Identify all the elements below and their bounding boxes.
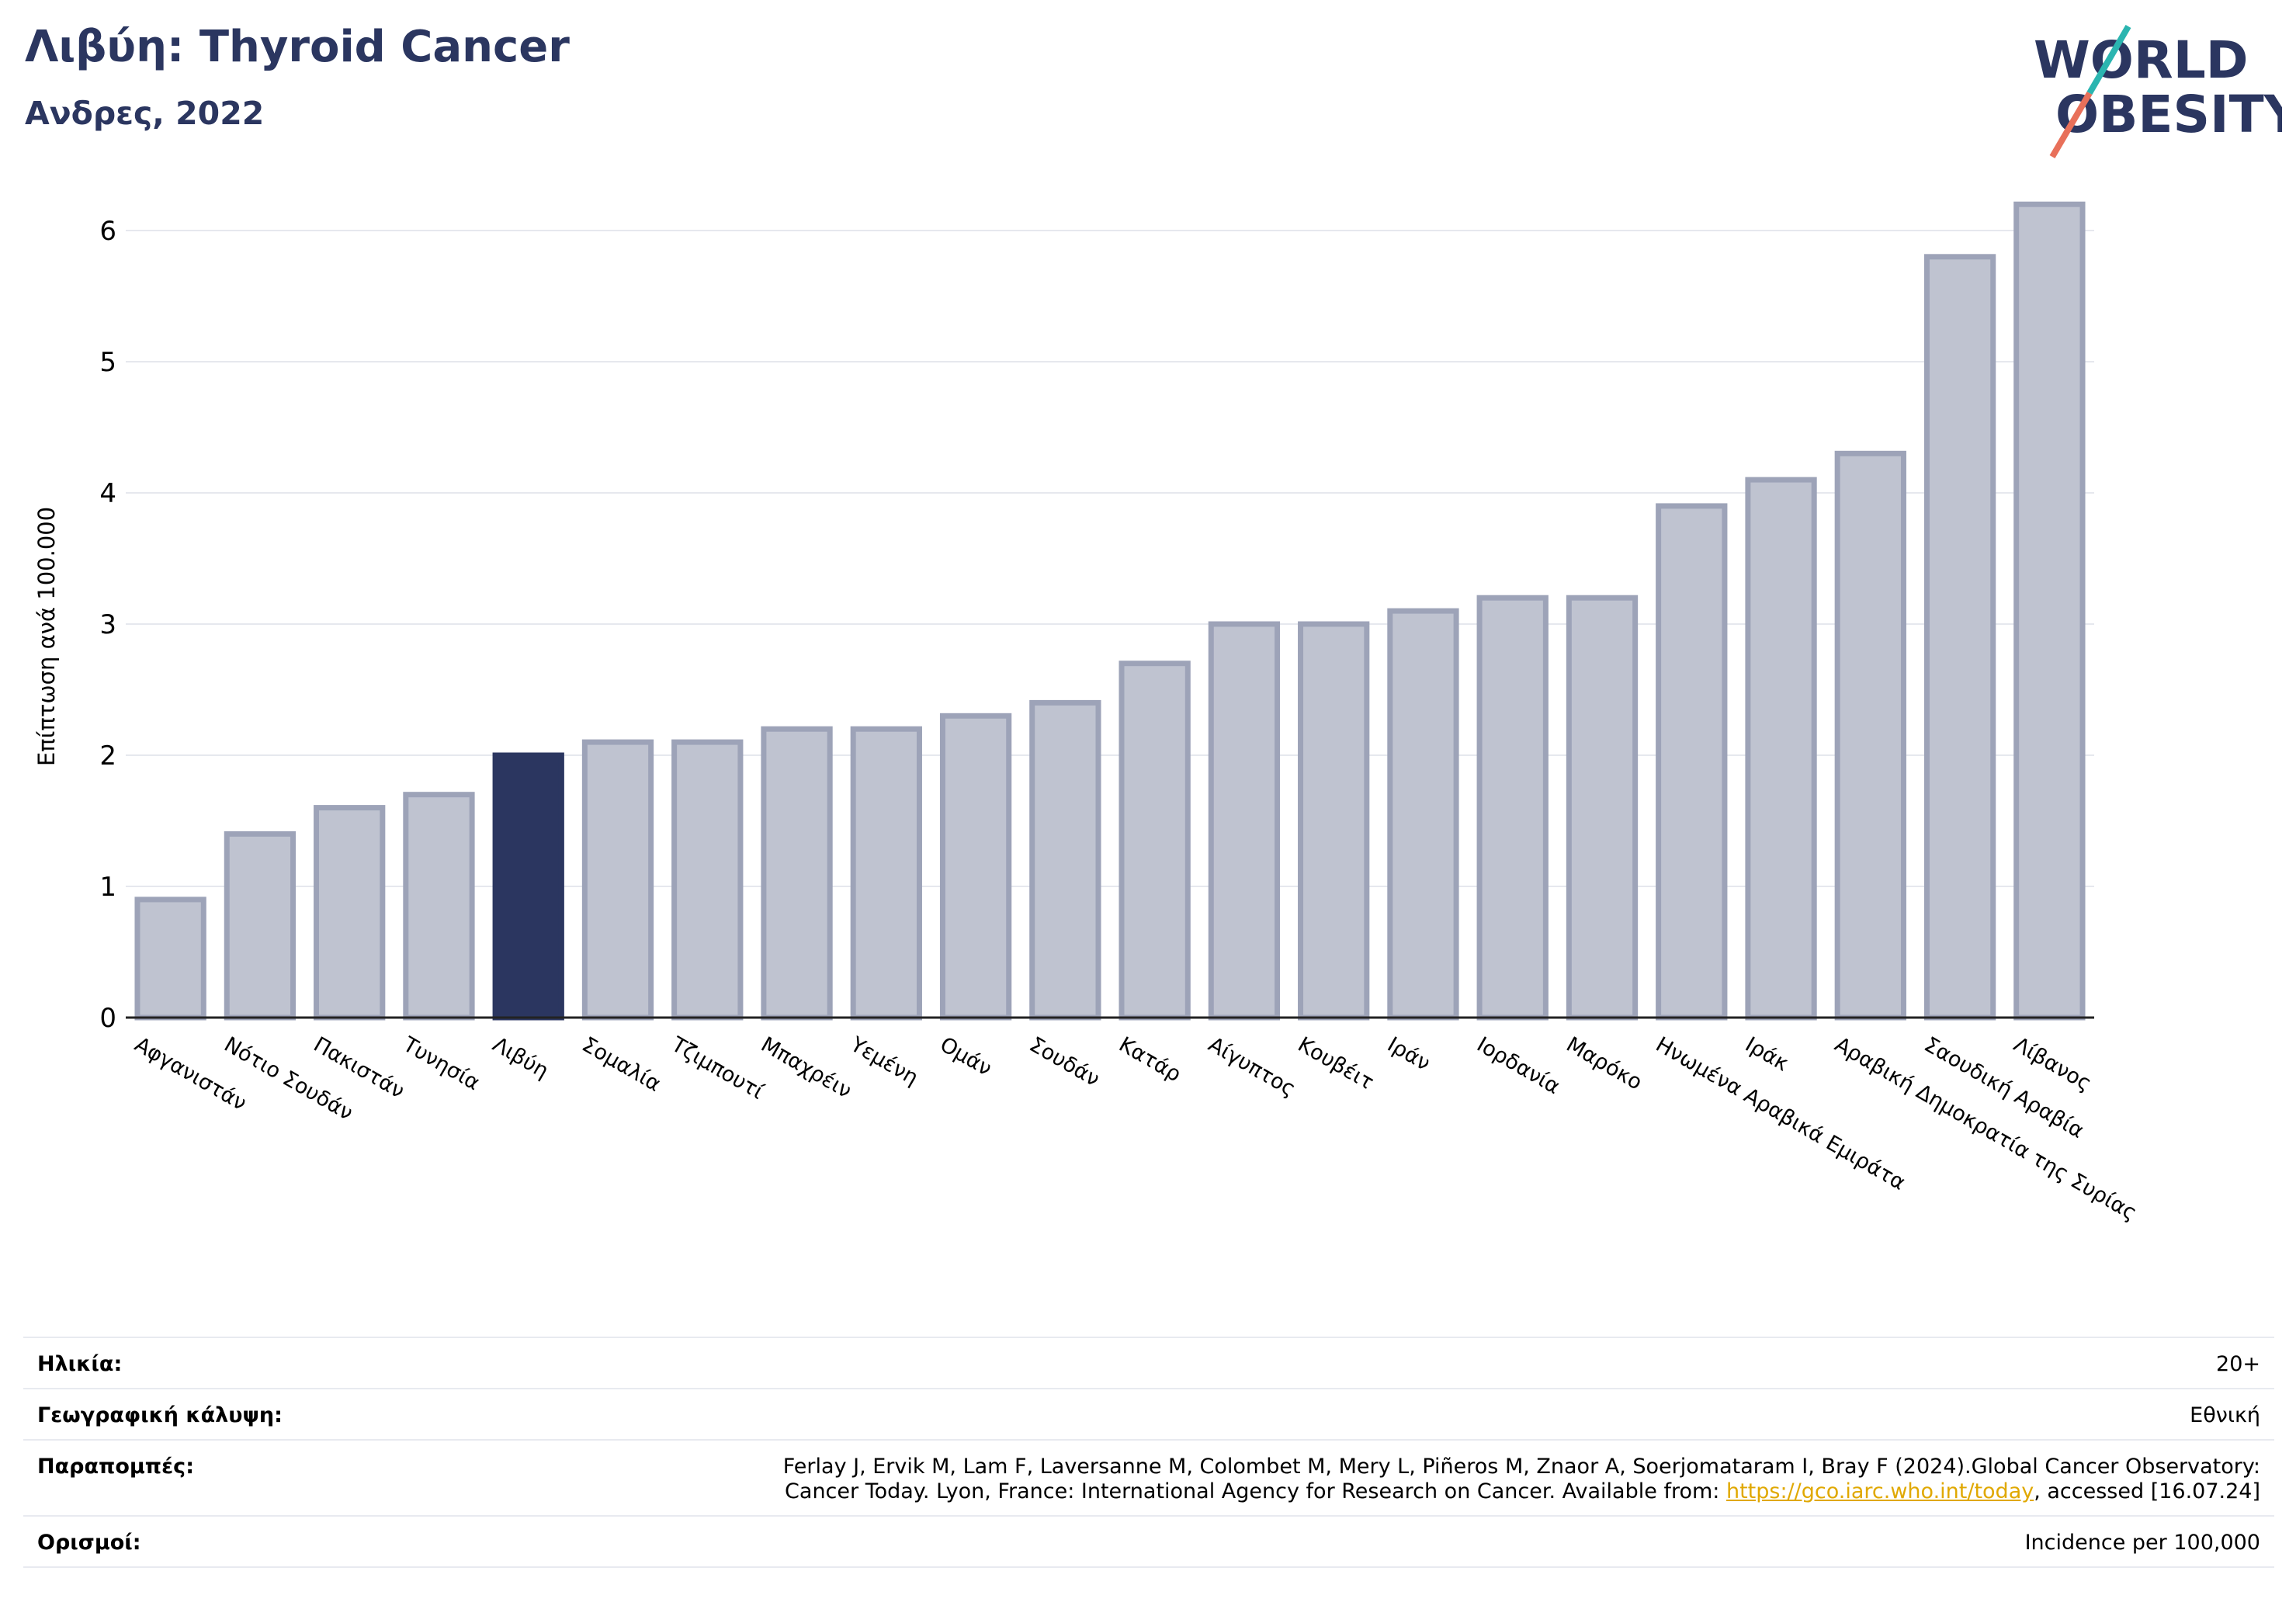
x-tick-label: Ιράν xyxy=(1383,1032,1434,1076)
x-tick-label: Μαρόκο xyxy=(1562,1032,1646,1094)
bar xyxy=(850,726,922,1021)
meta-defs-label: Ορισμοί: xyxy=(37,1531,141,1555)
bar xyxy=(1387,608,1459,1021)
meta-refs-line1: Ferlay J, Ervik M, Lam F, Laversanne M, … xyxy=(782,1455,2260,1479)
logo-line1: WORLD xyxy=(2034,30,2249,90)
meta-row-definitions: Ορισμοί: Incidence per 100,000 xyxy=(23,1515,2274,1568)
meta-refs-value: Ferlay J, Ervik M, Lam F, Laversanne M, … xyxy=(783,1455,2260,1504)
y-tick-label: 6 xyxy=(99,216,116,247)
bar xyxy=(2013,201,2086,1021)
y-tick-label: 0 xyxy=(99,1003,116,1034)
y-axis-ticks: 0 1 2 3 4 5 6 xyxy=(99,216,116,1034)
x-tick-label: Ιράκ xyxy=(1741,1032,1793,1076)
bar xyxy=(1745,477,1817,1021)
x-tick-label: Σουδάν xyxy=(1025,1032,1104,1091)
bar xyxy=(1208,621,1281,1021)
x-tick-label: Αραβική Δημοκρατία της Συρίας xyxy=(1830,1032,2141,1226)
x-tick-label: Τυνησία xyxy=(398,1032,484,1096)
x-tick-label: Κουβέιτ xyxy=(1294,1032,1378,1094)
meta-row-references: Παραπομπές: Ferlay J, Ervik M, Lam F, La… xyxy=(23,1439,2274,1515)
metadata-table: Ηλικία: 20+ Γεωγραφική κάλυψη: Εθνική Πα… xyxy=(23,1337,2274,1568)
meta-refs-line2-post: , accessed [16.07.24] xyxy=(2034,1479,2260,1503)
x-tick-label: Αίγυπτος xyxy=(1204,1032,1299,1101)
bar xyxy=(1923,254,1996,1021)
bar xyxy=(1834,450,1906,1021)
x-tick-label: Μπαχρέιν xyxy=(757,1032,855,1103)
bar xyxy=(224,831,297,1021)
meta-row-coverage: Γεωγραφική κάλυψη: Εθνική xyxy=(23,1388,2274,1439)
bar xyxy=(761,726,833,1021)
meta-coverage-label: Γεωγραφική κάλυψη: xyxy=(37,1403,283,1427)
bar xyxy=(314,805,386,1021)
bar xyxy=(1119,661,1191,1021)
bar xyxy=(1029,699,1101,1021)
bar xyxy=(1298,621,1370,1021)
logo-slash-coral xyxy=(2049,91,2093,159)
bar xyxy=(1566,595,1639,1021)
y-tick-label: 4 xyxy=(99,478,116,509)
bar xyxy=(671,739,744,1021)
bar xyxy=(403,792,475,1021)
meta-refs-link[interactable]: https://gco.iarc.who.int/today xyxy=(1725,1479,2034,1503)
meta-row-age: Ηλικία: 20+ xyxy=(23,1337,2274,1388)
bar xyxy=(134,896,206,1021)
y-axis-label: Επίπτωση ανά 100.000 xyxy=(33,507,60,766)
meta-refs-line2-pre: Cancer Today. Lyon, France: Internationa… xyxy=(785,1479,1726,1503)
bar xyxy=(939,713,1012,1021)
meta-coverage-value: Εθνική xyxy=(2190,1403,2260,1427)
chart-subtitle: Ανδρες, 2022 xyxy=(25,95,265,132)
meta-defs-value: Incidence per 100,000 xyxy=(2024,1531,2260,1555)
logo-line2: OBESITY xyxy=(2055,85,2282,144)
world-obesity-logo: WORLD OBESITY xyxy=(2034,24,2282,159)
x-tick-label: Λιβύη xyxy=(488,1032,553,1084)
meta-refs-label: Παραπομπές: xyxy=(37,1455,194,1479)
x-tick-label: Υεμένη xyxy=(845,1032,922,1091)
x-tick-label: Κατάρ xyxy=(1115,1032,1185,1087)
x-tick-label: Τζιμπουτί xyxy=(667,1032,768,1105)
logo-slash-teal xyxy=(2086,24,2131,95)
x-tick-label: Ομάν xyxy=(936,1032,996,1081)
y-tick-label: 1 xyxy=(99,872,116,903)
meta-age-label: Ηλικία: xyxy=(37,1352,123,1376)
bars xyxy=(134,201,2086,1021)
meta-age-value: 20+ xyxy=(2216,1352,2260,1376)
bar xyxy=(1656,503,1728,1021)
y-tick-label: 2 xyxy=(99,740,116,772)
x-tick-label: Σομαλία xyxy=(578,1032,665,1097)
bar xyxy=(581,739,654,1021)
y-tick-label: 3 xyxy=(99,609,116,640)
bar xyxy=(492,752,564,1021)
x-tick-label: Ιορδανία xyxy=(1472,1032,1564,1099)
y-tick-label: 5 xyxy=(99,347,116,378)
chart-title: Λιβύη: Thyroid Cancer xyxy=(25,22,570,72)
bar xyxy=(1476,595,1549,1021)
